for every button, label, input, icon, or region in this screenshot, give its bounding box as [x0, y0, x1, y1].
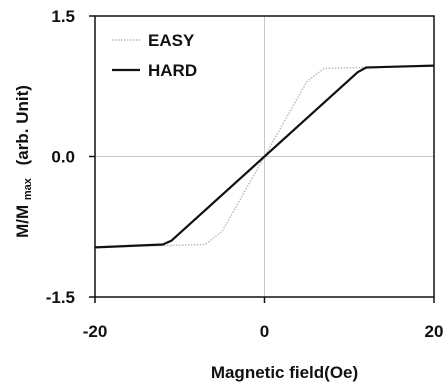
y-axis-title-subscript: max	[22, 177, 34, 200]
y-axis-title-suffix: (arb. Unit)	[13, 85, 32, 165]
x-axis-title: Magnetic field(Oe)	[211, 363, 358, 382]
y-axis-title: M/M max (arb. Unit)	[13, 85, 34, 238]
ticks-layer: -20 0 20 -1.5 0.0 1.5	[46, 7, 444, 341]
series-layer	[94, 64, 435, 249]
y-tick-label: -1.5	[46, 288, 75, 307]
legend-label-easy: EASY	[148, 31, 195, 50]
legend-label-hard: HARD	[148, 61, 197, 80]
x-tick-label: 20	[425, 322, 444, 341]
x-tick-label: 0	[260, 322, 269, 341]
y-tick-label: 1.5	[51, 7, 75, 26]
y-tick-label: 0.0	[51, 148, 75, 167]
x-tick-label: -20	[83, 322, 108, 341]
y-axis-title-prefix: M/M	[13, 205, 32, 238]
series-line-hard	[94, 64, 435, 249]
legend: EASY HARD	[112, 31, 197, 80]
